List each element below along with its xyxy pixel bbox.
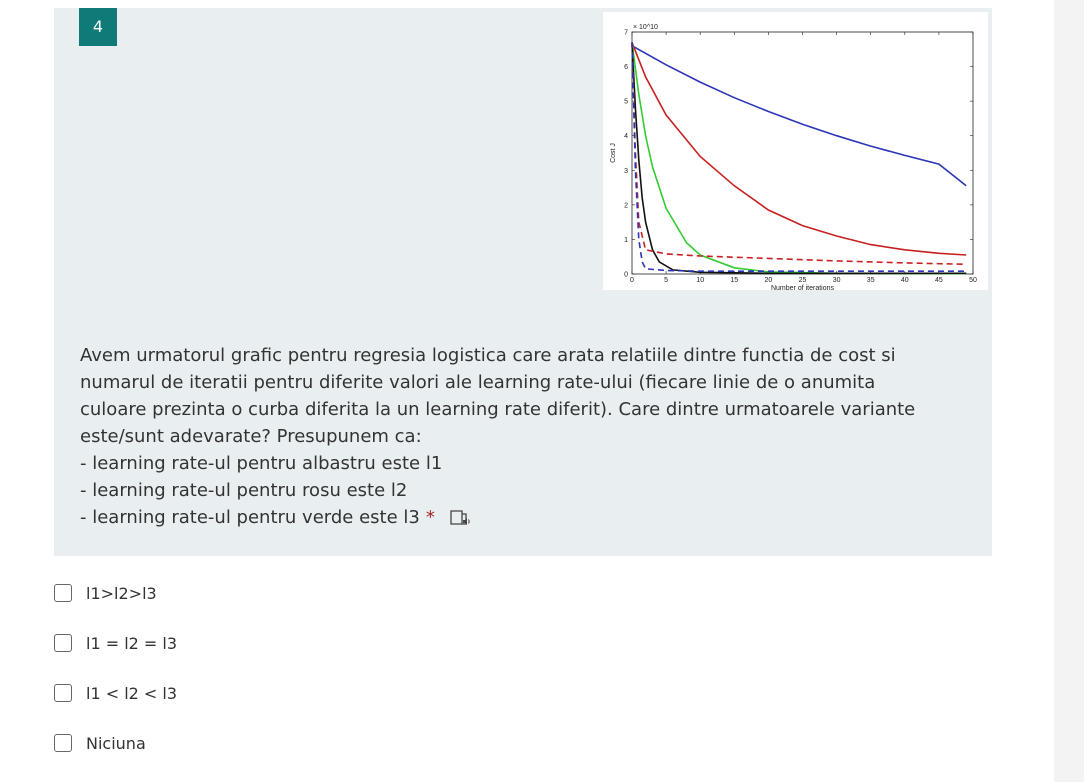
x-tick-label: 35 [867, 277, 875, 284]
checkbox[interactable] [54, 684, 72, 702]
x-tick-label: 0 [630, 277, 634, 284]
y-tick-label: 3 [624, 168, 628, 175]
options-list: l1>l2>l3 l1 = l2 = l3 l1 < l2 < l3 Niciu… [54, 580, 177, 780]
question-line: numarul de iteratii pentru diferite valo… [80, 372, 876, 393]
checkbox[interactable] [54, 584, 72, 602]
x-tick-label: 30 [833, 277, 841, 284]
question-last-line: - learning rate-ul pentru verde este l3 * [80, 504, 960, 531]
cost-vs-iterations-chart: 0 5 10 15 20 25 30 35 40 45 50 0 1 2 3 4 5 6 7 × 10^10 Cost … [603, 12, 988, 290]
question-line: - learning rate-ul pentru rosu este l2 [80, 480, 408, 501]
x-tick-label: 5 [664, 277, 668, 284]
right-gutter [1054, 0, 1084, 782]
y-tick-label: 6 [624, 64, 628, 71]
x-tick-label: 20 [765, 277, 773, 284]
series-line-2 [631, 42, 967, 275]
series-line-3 [631, 42, 967, 275]
question-line: - learning rate-ul pentru albastru este … [80, 453, 443, 474]
x-tick-label: 50 [969, 277, 977, 284]
question-number-badge: 4 [79, 8, 117, 46]
question-card: 4 0 5 10 15 20 25 30 35 40 45 50 0 1 2 3 4 5 6 7 × 10^10 Cos… [54, 8, 992, 556]
option-item[interactable]: l1>l2>l3 [54, 580, 177, 606]
checkbox[interactable] [54, 734, 72, 752]
question-line: - learning rate-ul pentru verde este l3 [80, 507, 420, 528]
x-tick-label: 25 [799, 277, 807, 284]
y-axis-label: Cost J [610, 143, 617, 163]
question-line: culoare prezinta o curba diferita la un … [80, 399, 916, 420]
y-multiplier-label: × 10^10 [633, 24, 658, 31]
option-label: l1 = l2 = l3 [86, 633, 178, 653]
x-tick-label: 10 [696, 277, 704, 284]
series-line-1 [631, 42, 967, 256]
x-axis-label: Number of iterations [771, 285, 835, 290]
y-tick-label: 5 [624, 99, 628, 106]
option-item[interactable]: Niciuna [54, 730, 177, 756]
question-line: Avem urmatorul grafic pentru regresia lo… [80, 345, 896, 366]
option-label: l1 < l2 < l3 [86, 683, 178, 703]
option-item[interactable]: l1 = l2 = l3 [54, 630, 177, 656]
immersive-reader-icon[interactable] [449, 508, 471, 526]
x-tick-label: 15 [730, 277, 738, 284]
series-line-5 [631, 42, 967, 273]
y-tick-label: 7 [624, 30, 628, 37]
question-text: Avem urmatorul grafic pentru regresia lo… [80, 342, 960, 531]
y-tick-label: 4 [624, 133, 628, 140]
checkbox[interactable] [54, 634, 72, 652]
y-tick-label: 0 [624, 272, 628, 279]
plot-area [631, 31, 974, 275]
required-star: * [425, 507, 435, 528]
option-item[interactable]: l1 < l2 < l3 [54, 680, 177, 706]
series-line-4 [631, 42, 967, 266]
y-tick-label: 1 [624, 237, 628, 244]
option-label: l1>l2>l3 [86, 583, 157, 603]
series-line-0 [631, 45, 967, 187]
x-tick-label: 40 [901, 277, 909, 284]
y-tick-label: 2 [624, 202, 628, 209]
x-tick-label: 45 [935, 277, 943, 284]
option-label: Niciuna [86, 733, 146, 753]
question-line: este/sunt adevarate? Presupunem ca: [80, 426, 422, 447]
